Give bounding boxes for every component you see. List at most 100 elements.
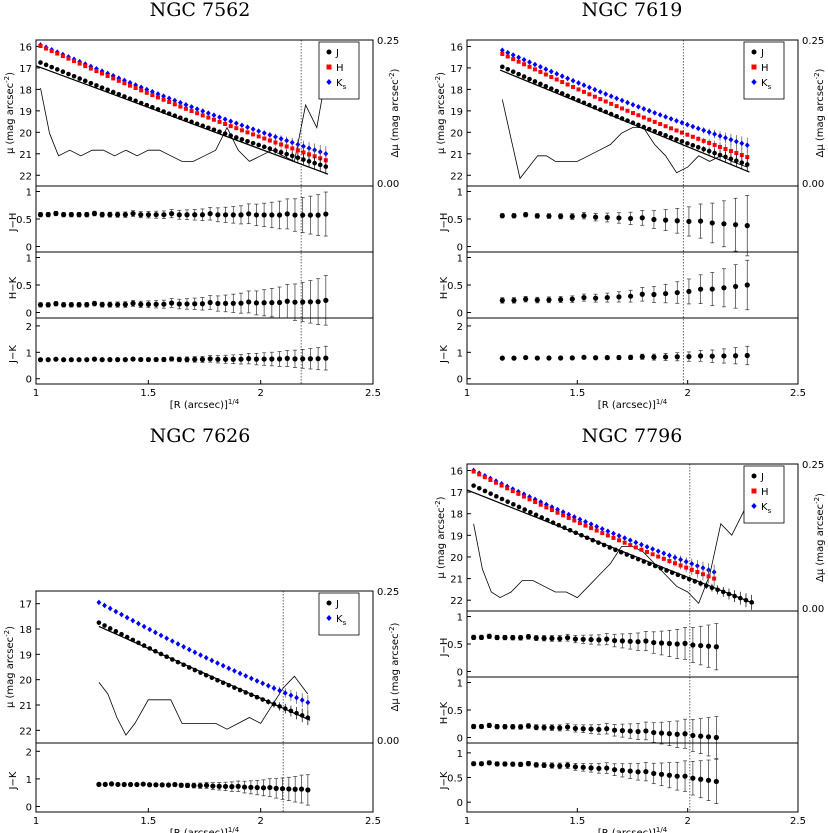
profile-point-H (667, 559, 672, 564)
profile-point-J (161, 109, 166, 114)
color-point (176, 301, 182, 307)
profile-point-H (279, 142, 284, 147)
color-point (744, 223, 750, 229)
color-point (215, 356, 221, 362)
profile-point-H (600, 531, 605, 536)
profile-point-K (516, 54, 522, 61)
color-panel-frame (466, 317, 799, 385)
profile-point-K (228, 118, 234, 125)
profile-point-J (624, 552, 630, 557)
color-point (298, 786, 305, 792)
profile-point-K (250, 126, 256, 132)
profile-point-H (543, 72, 548, 77)
x-axis-label: [R (arcsec)]1/4 (170, 826, 240, 833)
profile-point-J (674, 137, 679, 142)
profile-point-J (273, 148, 278, 153)
color-point (207, 299, 213, 306)
color-panel-frame (466, 676, 799, 744)
legend-marker (751, 488, 757, 494)
color-point (499, 355, 505, 361)
legend-marker (751, 503, 757, 509)
profile-point-J (657, 131, 663, 136)
mu-tick-label: 18 (450, 85, 463, 96)
profile-point-H (482, 475, 487, 480)
legend-marker (326, 600, 332, 606)
profile-point-H (641, 115, 646, 120)
mu-tick-label: 17 (19, 64, 32, 75)
profile-point-J (720, 589, 726, 595)
profile-point-J (282, 706, 288, 711)
profile-point-H (701, 138, 706, 143)
profile-point-J (277, 704, 282, 709)
color-point (709, 286, 715, 292)
profile-point-K (689, 561, 695, 567)
mu-tick-label: 22 (19, 171, 32, 182)
profile-point-K (706, 129, 712, 136)
color-tick-label: 2 (26, 322, 32, 333)
profile-point-J (317, 162, 323, 168)
profile-point-H (144, 90, 149, 95)
profile-point-J (494, 494, 499, 499)
color-point (651, 639, 657, 646)
color-point (635, 728, 641, 735)
color-tick-label: 1 (26, 254, 32, 265)
color-point (145, 356, 152, 363)
color-point (197, 783, 203, 789)
profile-point-H (739, 153, 744, 158)
profile-point-J (181, 662, 186, 668)
color-point (697, 353, 704, 359)
color-point (254, 784, 260, 791)
color-point (159, 782, 165, 788)
profile-point-J (288, 708, 294, 714)
color-point (269, 300, 275, 306)
profile-point-H (706, 574, 711, 579)
profile-point-H (598, 97, 603, 102)
color-panel-j-k: 0 1 2 J−K (8, 317, 374, 386)
color-point (682, 640, 688, 646)
color-point (115, 212, 121, 218)
profile-point-J (749, 600, 754, 605)
color-panel-j-h: 0 0.5 1 J−H (439, 610, 799, 679)
profile-point-H (527, 497, 532, 502)
color-point (658, 771, 665, 777)
color-point (651, 770, 657, 777)
fit-line (35, 65, 329, 175)
x-tick-label: 1 (464, 388, 470, 399)
profile-point-J (245, 138, 250, 144)
profile-point-K (256, 128, 262, 134)
profile-point-K (294, 694, 299, 701)
legend-label: Ks (336, 614, 347, 627)
color-tick-label: 1 (26, 775, 32, 786)
profile-point-J (548, 86, 554, 91)
color-point (315, 299, 321, 305)
profile-point-J (215, 678, 220, 683)
profile-point-J (734, 158, 739, 164)
profile-point-J (476, 485, 482, 491)
color-point (165, 782, 172, 788)
color-point (146, 782, 153, 788)
mu-tick-label: 19 (450, 107, 463, 118)
color-tick-label: 2 (26, 747, 32, 758)
profile-point-H (549, 74, 554, 79)
profile-point-K (717, 133, 723, 139)
color-point (581, 294, 587, 301)
color-point (523, 296, 529, 302)
profile-point-J (545, 517, 550, 523)
color-tick-label: 1 (457, 188, 463, 199)
profile-point-J (641, 124, 647, 130)
color-point (168, 300, 175, 306)
profile-point-K (679, 119, 685, 126)
legend-marker (326, 64, 332, 70)
profile-point-J (289, 153, 295, 159)
profile-point-H (609, 101, 614, 106)
color-axis-label: H−K (439, 276, 450, 299)
profile-point-H (707, 140, 712, 145)
color-point (616, 294, 622, 300)
profile-point-K (205, 110, 211, 116)
color-point (499, 297, 505, 303)
mu-tick-label: 20 (450, 128, 463, 139)
color-point (557, 763, 563, 769)
profile-point-H (234, 126, 239, 131)
mu-tick-label: 22 (450, 596, 463, 607)
